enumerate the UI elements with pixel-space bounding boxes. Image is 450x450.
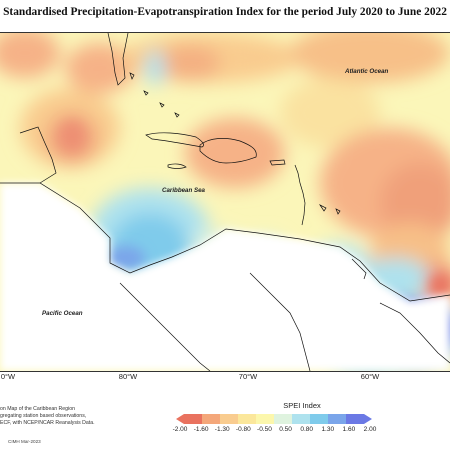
legend-title: SPEI Index <box>283 401 321 410</box>
credit-text: CIMH Mar-2023 <box>8 439 41 444</box>
legend-swatch <box>292 414 311 424</box>
legend-tick-label: 2.00 <box>363 426 377 433</box>
legend-ticks: -2.00 -1.60 -1.30 -0.80 -0.50 0.50 0.80 1.30 1.6… <box>173 426 377 436</box>
legend-tick-label: 0.50 <box>279 426 292 433</box>
legend-colorbar <box>176 414 372 424</box>
note-line-1: on Map of the Caribbean Region <box>0 406 75 412</box>
legend-tick-label: -1.30 <box>214 426 230 433</box>
longitude-label-0: 0°W <box>0 372 16 381</box>
note-line-3: ECF, with NCEP/NCAR Reanalysis Data. <box>0 420 95 426</box>
coastlines <box>0 33 450 371</box>
legend-tick-label: 1.60 <box>342 426 356 433</box>
atlantic-ocean-label: Atlantic Ocean <box>344 68 389 75</box>
legend-swatch <box>256 414 275 424</box>
legend-swatch <box>310 414 329 424</box>
spei-map: Atlantic Ocean Caribbean Sea Pacific Oce… <box>0 32 450 372</box>
legend-swatch <box>328 414 347 424</box>
map-labels: Atlantic Ocean Caribbean Sea Pacific Oce… <box>42 68 389 317</box>
legend-tick-label: -0.50 <box>257 426 272 433</box>
legend-swatch <box>238 414 257 424</box>
pacific-ocean-label: Pacific Ocean <box>42 310 83 317</box>
longitude-label-80w: 80°W <box>118 372 138 381</box>
legend-tick-label: 0.80 <box>300 426 313 433</box>
legend-tick-label: -0.80 <box>235 426 251 433</box>
caribbean-sea-label: Caribbean Sea <box>162 187 206 194</box>
longitude-label-60w: 60°W <box>360 372 380 381</box>
legend-swatch <box>274 414 293 424</box>
legend-swatch <box>346 414 372 424</box>
note-line-2: gregating station based observations, <box>0 413 87 419</box>
spei-map-canvas: Atlantic Ocean Caribbean Sea Pacific Oce… <box>0 33 450 371</box>
legend-swatch <box>176 414 202 424</box>
legend-tick-label: -1.60 <box>193 426 209 433</box>
longitude-label-70w: 70°W <box>238 372 258 381</box>
legend-swatch <box>220 414 239 424</box>
legend-swatch <box>202 414 221 424</box>
map-title: Standardised Precipitation-Evapotranspir… <box>3 6 447 18</box>
landmass <box>0 183 450 371</box>
legend-tick-label: -2.00 <box>172 426 188 433</box>
legend-tick-label: 1.30 <box>321 426 335 433</box>
